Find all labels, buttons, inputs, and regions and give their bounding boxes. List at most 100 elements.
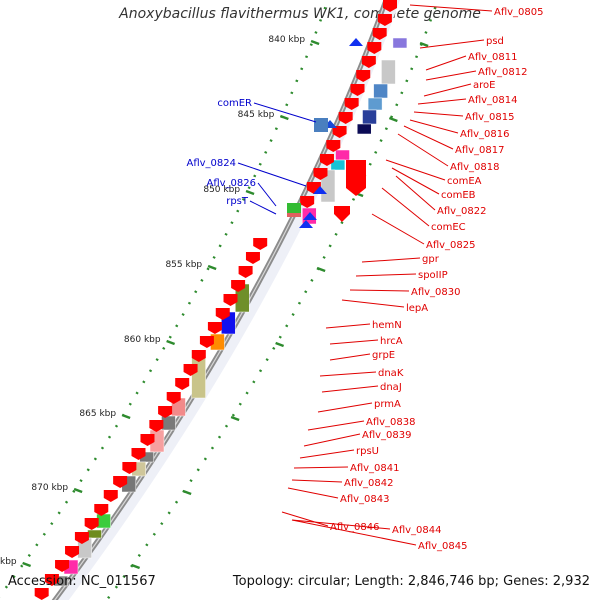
gene-arrow [238, 266, 253, 278]
label-leader [287, 487, 339, 499]
gene-arrow [223, 294, 238, 306]
gene-arrow [367, 42, 382, 54]
gene-block [367, 97, 383, 111]
gene-block [362, 109, 377, 125]
label-leader [361, 257, 421, 263]
scale-tick [207, 264, 217, 271]
label-leader [417, 98, 467, 105]
gene-label-aroE: aroE [473, 80, 495, 91]
gene-arrow [94, 504, 109, 516]
gene-label-Aflv_0817: Aflv_0817 [455, 145, 505, 156]
label-leader [419, 39, 485, 49]
scale-tick [245, 189, 255, 196]
gene-arrow [215, 308, 230, 320]
label-leader [325, 323, 371, 329]
label-leader [349, 289, 410, 292]
label-leader [291, 519, 417, 546]
label-leader [291, 519, 391, 530]
gene-label-dnaJ: dnaJ [380, 382, 402, 393]
gene-label-lepA: lepA [406, 303, 428, 314]
scale-tick [419, 41, 429, 48]
label-leader [391, 167, 440, 195]
gene-label-Aflv_0844: Aflv_0844 [392, 525, 442, 536]
gene-label-Aflv_0830: Aflv_0830 [411, 287, 461, 298]
gene-arrow [65, 546, 80, 558]
gene-arrow [313, 168, 328, 180]
gene-label-Aflv_0816: Aflv_0816 [460, 129, 510, 140]
label-leader [257, 182, 277, 207]
gene-arrow [332, 126, 347, 138]
gene-label-comER: comER [217, 98, 252, 109]
gene-arrow [377, 14, 392, 26]
scale-tick [279, 114, 289, 121]
gene-label-Aflv_0826: Aflv_0826 [206, 178, 256, 189]
gene-block [161, 415, 176, 431]
scale-label-850-kbp: 850 kbp [203, 185, 240, 195]
gene-label-spoIIP: spoIIP [418, 270, 448, 281]
gene-label-Aflv_0825: Aflv_0825 [426, 240, 476, 251]
gene-arrow [122, 462, 137, 474]
gene-label-Aflv_0845: Aflv_0845 [418, 541, 468, 552]
scale-tick [230, 415, 240, 422]
label-leader [341, 299, 405, 308]
gene-block [287, 213, 301, 217]
label-leader [329, 353, 371, 361]
gene-arrow [34, 588, 49, 600]
gene-arrow [44, 574, 59, 586]
scale-tick [166, 339, 176, 346]
gene-block [335, 149, 350, 161]
gene-block [381, 59, 396, 85]
gene-label-Aflv_0838: Aflv_0838 [366, 417, 416, 428]
scale-tick [316, 266, 326, 273]
gene-arrow [140, 434, 155, 446]
label-leader [329, 339, 379, 345]
scale-tick [388, 116, 398, 123]
gene-label-Aflv_0824: Aflv_0824 [186, 158, 236, 169]
scale-tick [182, 489, 192, 496]
gene-arrow-reverse [313, 186, 327, 194]
gene-arrow [356, 70, 371, 82]
scale-tick [131, 563, 141, 570]
scale-track-right [105, 0, 440, 600]
gene-block [392, 37, 408, 49]
gene-block [330, 159, 346, 171]
label-leader [291, 479, 343, 483]
gene-arrow [191, 350, 206, 362]
label-leader [425, 55, 467, 71]
gene-arrow-reverse [299, 220, 313, 228]
gene-label-comEB: comEB [441, 190, 476, 201]
scale-label-845-kbp: 845 kbp [238, 110, 275, 120]
gene-arrow [199, 336, 214, 348]
gene-label-Aflv_0846: Aflv_0846 [330, 522, 380, 533]
gene-arrow [131, 448, 146, 460]
label-leader [403, 125, 454, 150]
label-leader [299, 449, 355, 459]
gene-label-Aflv_0811: Aflv_0811 [468, 52, 518, 63]
gene-label-Aflv_0814: Aflv_0814 [468, 95, 518, 106]
gene-arrow [74, 532, 89, 544]
gene-arrow-large [346, 160, 366, 196]
label-leader [293, 466, 349, 469]
label-leader [253, 102, 317, 123]
gene-arrow [361, 56, 376, 68]
gene-arrow-reverse [349, 38, 363, 46]
gene-label-hemN: hemN [372, 320, 402, 331]
gene-label-Aflv_0839: Aflv_0839 [362, 430, 412, 441]
gene-block [314, 118, 328, 132]
gene-arrow [245, 252, 260, 264]
gene-arrow [383, 0, 397, 12]
label-leader [307, 420, 365, 431]
label-leader [385, 159, 446, 181]
scale-tick [73, 487, 83, 494]
gene-label-hrcA: hrcA [380, 336, 403, 347]
gene-arrow [350, 84, 365, 96]
label-leader [425, 70, 477, 81]
scale-label-870-kbp: 870 kbp [31, 483, 68, 493]
scale-label-855-kbp: 855 kbp [165, 260, 202, 270]
gene-block [373, 83, 388, 99]
gene-arrow [338, 112, 353, 124]
label-leader [409, 119, 459, 134]
genome-summary: Topology: circular; Length: 2,846,746 bp… [232, 574, 590, 589]
